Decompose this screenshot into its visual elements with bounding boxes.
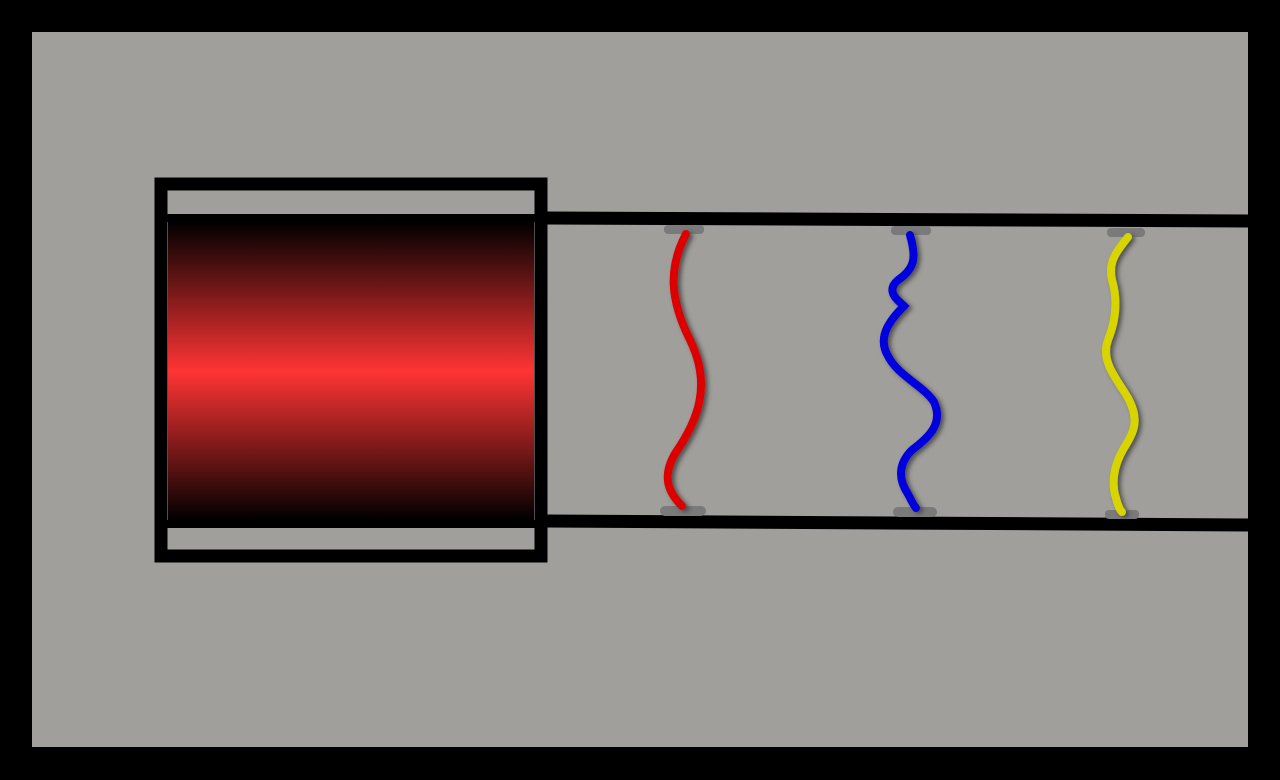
wire-yellow[interactable]: [1102, 233, 1139, 516]
block-housing: [154, 177, 548, 563]
anchor-red-top: [664, 225, 704, 234]
red-glowing-block[interactable]: [154, 177, 548, 563]
anchor-blue-top: [891, 226, 931, 235]
block-bottom-bar: [161, 520, 541, 528]
wire-anchors: [660, 225, 1145, 519]
anchor-blue-bottom: [893, 507, 937, 517]
wire-red[interactable]: [663, 230, 706, 510]
block-core: [168, 222, 534, 520]
lower-rail: [544, 514, 1249, 532]
anchor-red-bottom: [660, 506, 706, 516]
upper-rail: [544, 211, 1249, 228]
wire-blue[interactable]: [879, 231, 942, 512]
anchor-yellow-top: [1107, 228, 1145, 237]
wires: [663, 230, 1139, 516]
block-top-bar: [161, 214, 541, 222]
